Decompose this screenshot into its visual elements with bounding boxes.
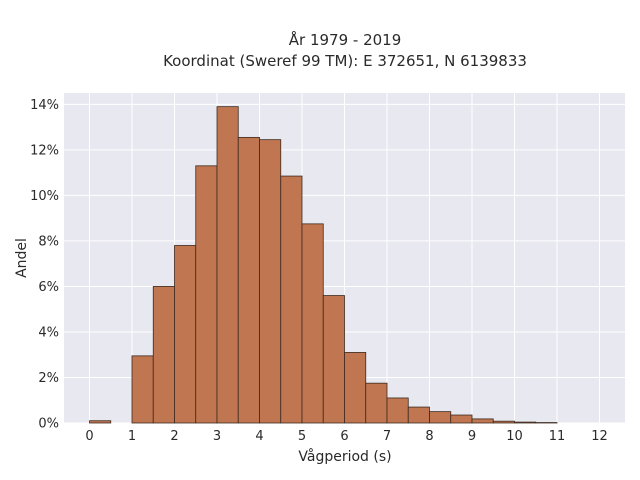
- histogram-bar: [344, 352, 367, 424]
- bars: [89, 106, 558, 424]
- histogram-bar: [450, 414, 473, 424]
- y-tick-label: 8%: [38, 234, 59, 249]
- y-tick-label: 10%: [30, 189, 59, 204]
- histogram-bar: [429, 411, 452, 424]
- y-tick-label: 12%: [30, 143, 59, 158]
- x-axis-label: Vågperiod (s): [298, 448, 391, 465]
- histogram-bar: [280, 175, 303, 424]
- histogram-bar: [322, 295, 345, 424]
- x-tick-label: 7: [383, 429, 391, 444]
- chart-title-line2: Koordinat (Sweref 99 TM): E 372651, N 61…: [163, 52, 527, 70]
- histogram-bar: [152, 286, 175, 424]
- y-axis-label: Andel: [14, 238, 30, 278]
- chart-title-line1: År 1979 - 2019: [289, 30, 402, 49]
- x-tick-label: 10: [506, 429, 523, 444]
- y-tick-label: 14%: [30, 98, 59, 113]
- x-tick-label: 0: [85, 429, 93, 444]
- histogram-bar: [195, 165, 218, 424]
- histogram-bar: [131, 355, 154, 424]
- histogram-bar: [471, 418, 494, 424]
- histogram-bar: [492, 420, 515, 424]
- histogram-bar: [365, 382, 388, 424]
- x-tick-label: 6: [340, 429, 348, 444]
- histogram-bar: [407, 406, 430, 424]
- histogram-bar: [237, 136, 260, 424]
- histogram-bar: [301, 223, 324, 424]
- y-tick-label: 6%: [38, 280, 59, 295]
- x-tick-label: 9: [468, 429, 476, 444]
- histogram-bar: [386, 397, 409, 424]
- x-axis-ticks: 0 1 2 3 4 5 6 7 8 9 10 11 12: [85, 429, 607, 444]
- y-axis-ticks: 0% 2% 4% 6% 8% 10% 12% 14%: [30, 98, 59, 432]
- histogram-bar: [216, 106, 239, 424]
- x-tick-label: 1: [128, 429, 136, 444]
- histogram-bar: [89, 420, 112, 424]
- histogram-bar: [259, 139, 282, 424]
- x-tick-label: 3: [213, 429, 221, 444]
- x-tick-label: 4: [255, 429, 263, 444]
- x-tick-label: 2: [170, 429, 178, 444]
- y-tick-label: 2%: [38, 371, 59, 386]
- histogram-bar: [514, 421, 537, 424]
- histogram-bar: [174, 245, 197, 424]
- y-tick-label: 0%: [38, 417, 59, 432]
- y-tick-label: 4%: [38, 325, 59, 340]
- x-tick-label: 5: [298, 429, 306, 444]
- x-tick-label: 8: [425, 429, 433, 444]
- x-tick-label: 12: [591, 429, 608, 444]
- x-tick-label: 11: [549, 429, 566, 444]
